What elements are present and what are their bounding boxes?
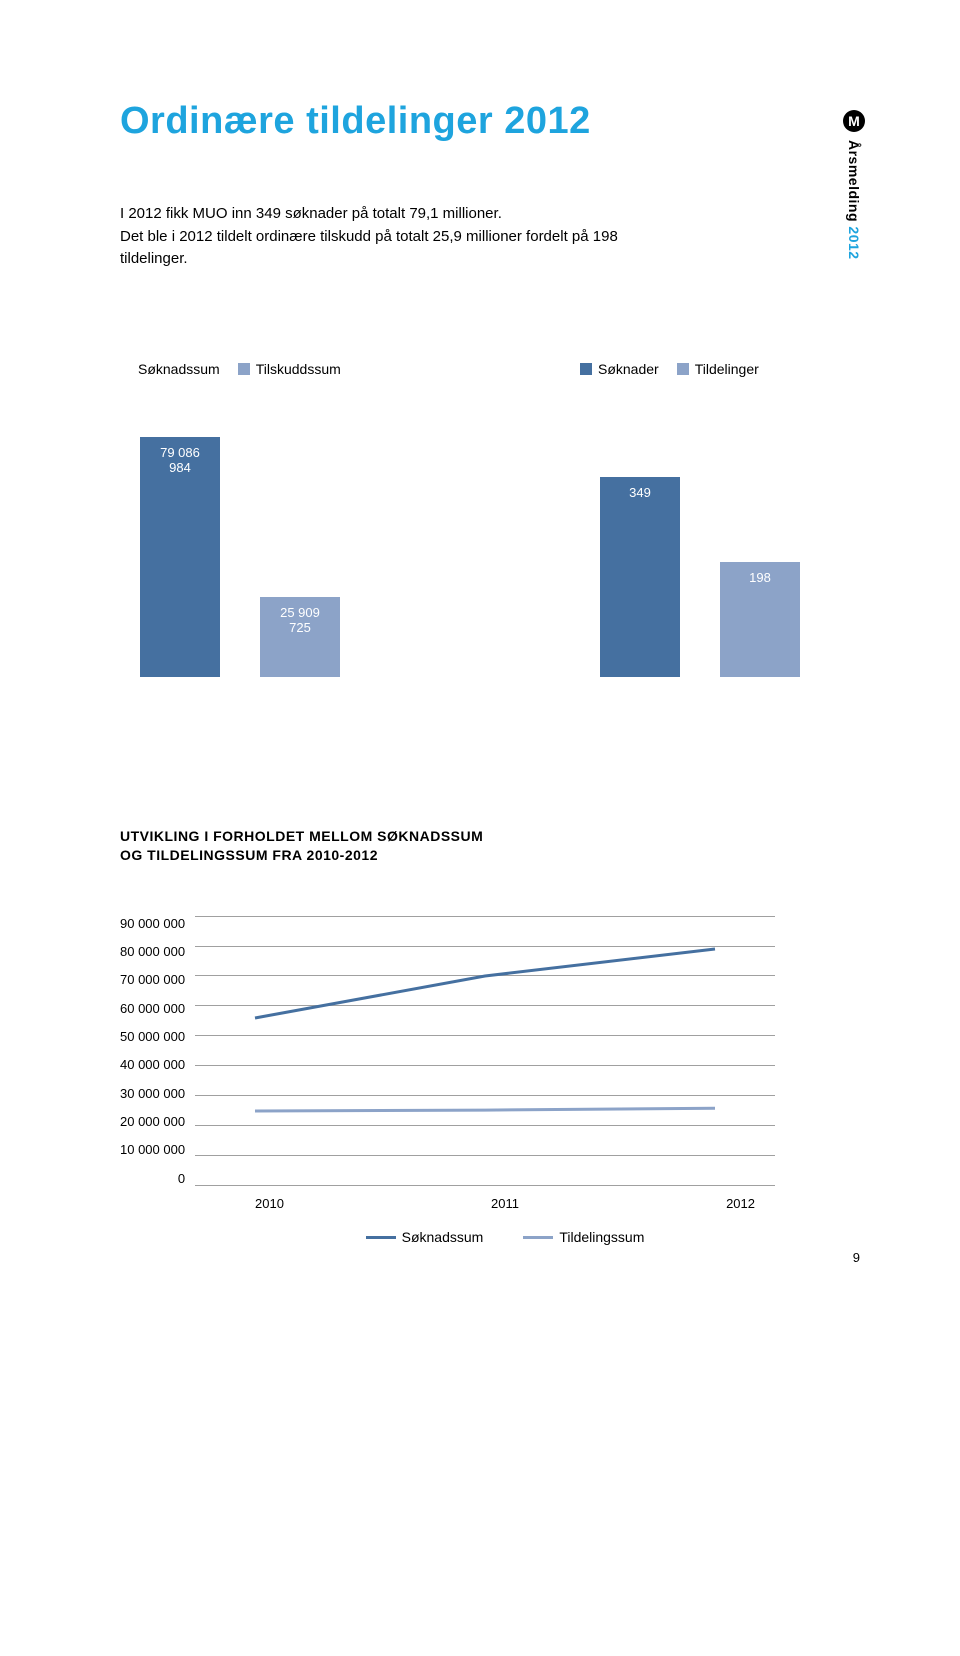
section-heading: UTVIKLING I FORHOLDET MELLOM SØKNADSSUM … — [120, 827, 840, 866]
logo-m-icon: M — [843, 110, 865, 132]
legend-item: Tilskuddssum — [238, 361, 341, 377]
y-tick-label: 10 000 000 — [120, 1142, 185, 1157]
x-axis: 2010 2011 2012 — [215, 1196, 795, 1211]
legend-item: Søknadssum — [120, 361, 220, 377]
sidebar-branding: M Årsmelding 2012 — [843, 110, 865, 260]
legend-label: Søknadssum — [138, 361, 220, 377]
gridline — [195, 1125, 775, 1126]
legend-label: Søknadssum — [402, 1229, 484, 1245]
y-tick-label: 60 000 000 — [120, 1001, 185, 1016]
gridline — [195, 1095, 775, 1096]
sidebar-annual-report-label: Årsmelding 2012 — [846, 140, 862, 260]
y-tick-label: 90 000 000 — [120, 916, 185, 931]
series-line — [255, 1108, 715, 1111]
gridline — [195, 1035, 775, 1036]
line-swatch-icon — [366, 1236, 396, 1239]
legend-label: Tilskuddssum — [256, 361, 341, 377]
legend-label: Tildelinger — [695, 361, 759, 377]
series-line — [255, 949, 715, 1018]
gridline — [195, 1155, 775, 1156]
y-tick-label: 70 000 000 — [120, 972, 185, 987]
y-tick-label: 30 000 000 — [120, 1086, 185, 1101]
bar: 25 909725 — [260, 597, 340, 677]
swatch-icon — [120, 363, 132, 375]
gridline — [195, 1185, 775, 1186]
gridline — [195, 916, 775, 917]
legend-item: Søknader — [580, 361, 659, 377]
bar-chart-counts: Søknader Tildelinger 349 198 — [580, 361, 840, 677]
bar: 349 — [600, 477, 680, 677]
bar-value-label: 79 086984 — [140, 445, 220, 476]
intro-paragraph: I 2012 fikk MUO inn 349 søknader på tota… — [120, 203, 620, 271]
gridline — [195, 1005, 775, 1006]
swatch-icon — [238, 363, 250, 375]
y-tick-label: 80 000 000 — [120, 944, 185, 959]
x-tick-label: 2010 — [255, 1196, 284, 1211]
bar-value-label: 198 — [720, 570, 800, 586]
legend-item: Tildelinger — [677, 361, 759, 377]
page-number: 9 — [853, 1250, 860, 1265]
x-tick-label: 2012 — [726, 1196, 755, 1211]
page-title: Ordinære tildelinger 2012 — [120, 100, 840, 143]
y-axis: 90 000 000 80 000 000 70 000 000 60 000 000… — [120, 916, 195, 1186]
x-tick-label: 2011 — [491, 1196, 519, 1211]
y-tick-label: 0 — [178, 1171, 185, 1186]
swatch-icon — [580, 363, 592, 375]
gridline — [195, 975, 775, 976]
bar-value-label: 25 909725 — [260, 605, 340, 636]
bar: 79 086984 — [140, 437, 220, 677]
legend-item: Tildelingssum — [523, 1229, 644, 1245]
line-chart-legend: Søknadssum Tildelingssum — [215, 1229, 795, 1245]
legend-item: Søknadssum — [366, 1229, 484, 1245]
bar-value-label: 349 — [600, 485, 680, 501]
line-swatch-icon — [523, 1236, 553, 1239]
gridline — [195, 946, 775, 947]
bar-chart-sums: Søknadssum Tilskuddssum 79 086984 25 9097… — [120, 361, 380, 677]
legend-sums: Søknadssum Tilskuddssum — [120, 361, 380, 377]
y-tick-label: 20 000 000 — [120, 1114, 185, 1129]
line-chart: 90 000 000 80 000 000 70 000 000 60 000 000… — [120, 916, 840, 1186]
legend-label: Tildelingssum — [559, 1229, 644, 1245]
bar: 198 — [720, 562, 800, 677]
swatch-icon — [677, 363, 689, 375]
y-tick-label: 40 000 000 — [120, 1057, 185, 1072]
gridline — [195, 1065, 775, 1066]
legend-label: Søknader — [598, 361, 659, 377]
legend-counts: Søknader Tildelinger — [580, 361, 840, 377]
plot-area — [195, 916, 775, 1186]
y-tick-label: 50 000 000 — [120, 1029, 185, 1044]
